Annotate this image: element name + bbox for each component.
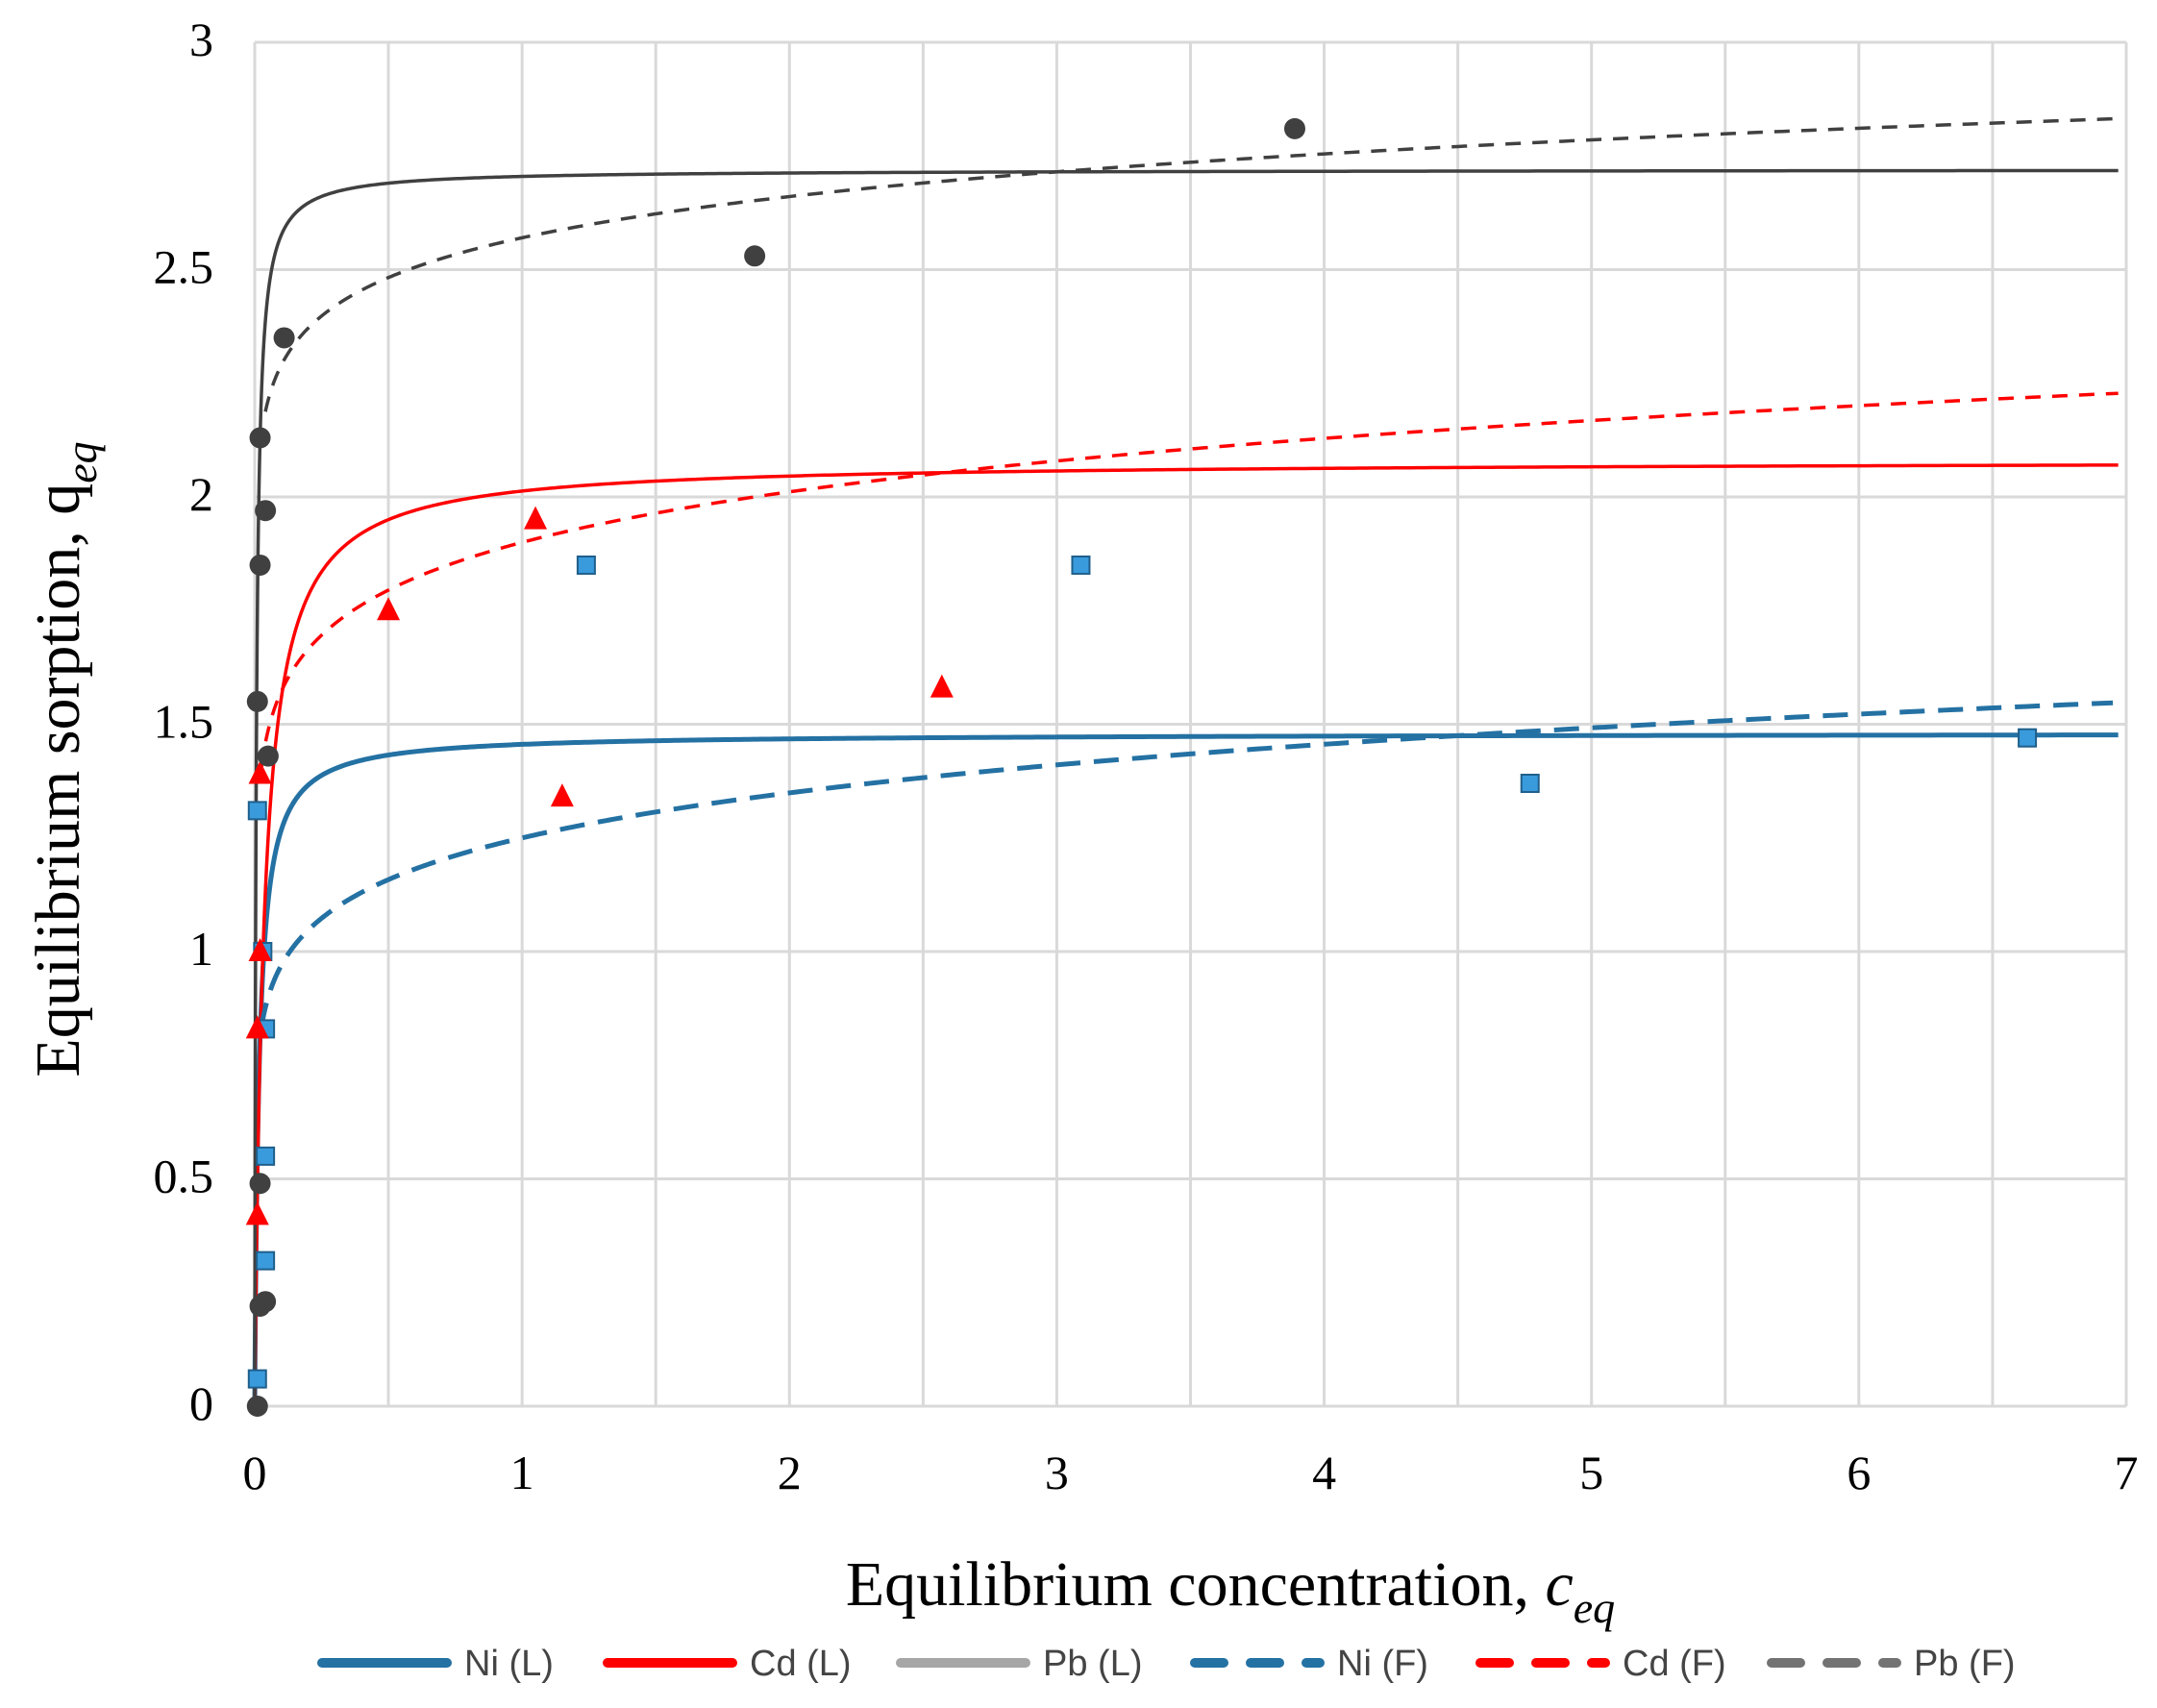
ni-data-point-7 xyxy=(1071,555,1091,575)
ni-data-point-8 xyxy=(1520,773,1540,793)
pb-data-point-7 xyxy=(255,500,277,522)
legend-label-ni-f: Ni (F) xyxy=(1337,1644,1428,1684)
cd-data-point-0 xyxy=(245,1201,269,1225)
legend-label-cd-f: Cd (F) xyxy=(1623,1644,1726,1684)
pb-data-point-4 xyxy=(257,745,279,767)
x-tick-label-1: 1 xyxy=(510,1446,534,1499)
x-tick-label-0: 0 xyxy=(243,1446,267,1499)
cd-data-point-4 xyxy=(377,597,401,621)
ni-data-point-0 xyxy=(247,1369,267,1389)
series-line-cd-l xyxy=(253,463,2119,1408)
pb-data-point-11 xyxy=(1283,117,1305,139)
legend: Ni (L) Cd (L) Pb (L) Ni (F) Cd (F) Pb (F) xyxy=(317,1644,2016,1684)
pb-data-point-8 xyxy=(249,427,271,449)
pb-data-point-5 xyxy=(246,690,268,712)
x-tick-label-6: 6 xyxy=(1847,1446,1871,1499)
series-line-ni-l xyxy=(252,732,2119,1409)
pb-data-point-3 xyxy=(249,1173,271,1195)
pb-data-point-6 xyxy=(249,554,271,576)
cd-data-point-5 xyxy=(524,506,548,530)
legend-label-ni-l: Ni (L) xyxy=(464,1644,554,1684)
y-tick-label-2: 1 xyxy=(189,922,213,976)
series-line-ni-f xyxy=(259,700,2114,1030)
x-tick-label-7: 7 xyxy=(2115,1446,2139,1499)
series-line-cd-f xyxy=(260,391,2119,770)
ni-data-point-1 xyxy=(256,1250,276,1271)
ni-data-point-9 xyxy=(2018,728,2038,748)
legend-label-pb-l: Pb (L) xyxy=(1043,1644,1142,1684)
grid xyxy=(253,40,2128,1408)
y-tick-label-0: 0 xyxy=(189,1376,213,1430)
ni-data-point-6 xyxy=(576,555,596,575)
pb-data-point-2 xyxy=(255,1291,277,1313)
series-line-pb-l xyxy=(253,168,2119,1408)
cd-data-point-6 xyxy=(550,783,574,807)
legend-label-cd-l: Cd (L) xyxy=(750,1644,852,1684)
ni-data-point-2 xyxy=(256,1146,276,1166)
pb-data-point-9 xyxy=(273,327,295,349)
tick-labels: 0 0.5 1 1.5 2 2.5 3 0 1 2 3 4 5 6 7 xyxy=(154,12,2139,1499)
data-points xyxy=(245,117,2038,1417)
y-tick-label-4: 2 xyxy=(189,467,213,521)
fitted-curves xyxy=(252,116,2119,1409)
legend-label-pb-f: Pb (F) xyxy=(1914,1644,2016,1684)
x-tick-label-3: 3 xyxy=(1045,1446,1069,1499)
x-tick-label-5: 5 xyxy=(1579,1446,1603,1499)
cd-data-point-1 xyxy=(245,1015,269,1039)
x-tick-label-4: 4 xyxy=(1312,1446,1336,1499)
cd-data-point-7 xyxy=(930,674,954,698)
y-tick-label-6: 3 xyxy=(189,12,213,66)
series-line-pb-f xyxy=(263,116,2119,413)
cd-data-point-3 xyxy=(248,938,272,961)
pb-data-point-10 xyxy=(744,245,766,267)
y-tick-label-5: 2.5 xyxy=(154,240,214,294)
y-tick-label-1: 0.5 xyxy=(154,1150,214,1203)
x-axis-title: Equilibrium concentration, ceq xyxy=(846,1549,1615,1632)
x-tick-label-2: 2 xyxy=(778,1446,802,1499)
y-tick-label-3: 1.5 xyxy=(154,695,214,749)
cd-data-point-2 xyxy=(248,760,272,784)
y-axis-title: Equilibrium sorption, qeq xyxy=(23,441,106,1077)
pb-data-point-0 xyxy=(246,1396,268,1417)
ni-data-point-5 xyxy=(247,801,267,821)
